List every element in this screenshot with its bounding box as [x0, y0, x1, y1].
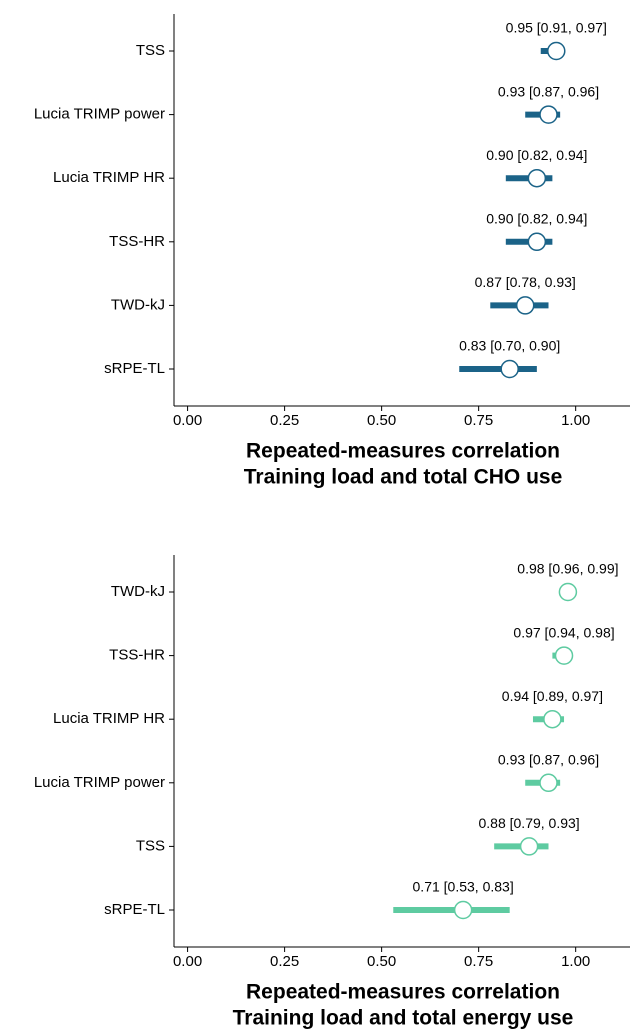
- point: [515, 296, 535, 315]
- point: [527, 232, 547, 252]
- point: [539, 105, 558, 124]
- x-tick-label: 0.75: [464, 412, 493, 429]
- y-tick-label: TSS-HR: [109, 647, 165, 664]
- x-tick-label: 0.50: [367, 953, 396, 970]
- value-label: 0.90 [0.82, 0.94]: [486, 211, 587, 227]
- point: [527, 168, 547, 188]
- y-tick-label: TWD-kJ: [111, 583, 165, 600]
- x-tick-label: 0.25: [270, 953, 299, 970]
- x-axis-title: Training load and total CHO use: [244, 466, 563, 489]
- value-label: 0.71 [0.53, 0.83]: [413, 879, 514, 895]
- point: [554, 646, 574, 665]
- x-axis-title: Training load and total energy use: [233, 1007, 574, 1030]
- point: [539, 773, 558, 793]
- x-tick-label: 0.50: [367, 412, 396, 429]
- point: [547, 41, 566, 61]
- x-axis-title: Repeated-measures correlation: [246, 981, 560, 1004]
- y-tick-label: Lucia TRIMP HR: [53, 169, 165, 186]
- value-label: 0.93 [0.87, 0.96]: [498, 83, 599, 99]
- x-axis-title: Repeated-measures correlation: [246, 440, 560, 463]
- x-tick-label: 0.25: [270, 412, 299, 429]
- point: [453, 900, 473, 920]
- point: [500, 359, 519, 379]
- y-tick-label: TWD-kJ: [111, 296, 165, 313]
- point: [519, 837, 539, 856]
- value-label: 0.95 [0.91, 0.97]: [506, 20, 607, 36]
- value-label: 0.97 [0.94, 0.98]: [513, 624, 614, 640]
- y-tick-label: Lucia TRIMP HR: [53, 710, 165, 727]
- value-label: 0.98 [0.96, 0.99]: [517, 561, 618, 577]
- y-tick-label: sRPE-TL: [104, 360, 165, 377]
- x-tick-label: 0.75: [464, 953, 493, 970]
- point: [543, 709, 562, 729]
- y-tick-label: TSS: [136, 42, 165, 59]
- value-label: 0.94 [0.89, 0.97]: [502, 688, 603, 704]
- y-tick-label: Lucia TRIMP power: [34, 774, 165, 791]
- y-tick-label: Lucia TRIMP power: [34, 106, 165, 123]
- value-label: 0.87 [0.78, 0.93]: [475, 274, 576, 290]
- value-label: 0.88 [0.79, 0.93]: [478, 815, 579, 831]
- value-label: 0.83 [0.70, 0.90]: [459, 338, 560, 354]
- value-label: 0.93 [0.87, 0.96]: [498, 752, 599, 768]
- y-tick-label: TSS-HR: [109, 233, 165, 250]
- x-tick-label: 0.00: [173, 953, 202, 970]
- y-tick-label: TSS: [136, 837, 165, 854]
- x-tick-label: 0.00: [173, 412, 202, 429]
- x-tick-label: 1.00: [561, 412, 590, 429]
- point: [558, 582, 578, 602]
- value-label: 0.90 [0.82, 0.94]: [486, 147, 587, 163]
- x-tick-label: 1.00: [561, 953, 590, 970]
- y-tick-label: sRPE-TL: [104, 901, 165, 918]
